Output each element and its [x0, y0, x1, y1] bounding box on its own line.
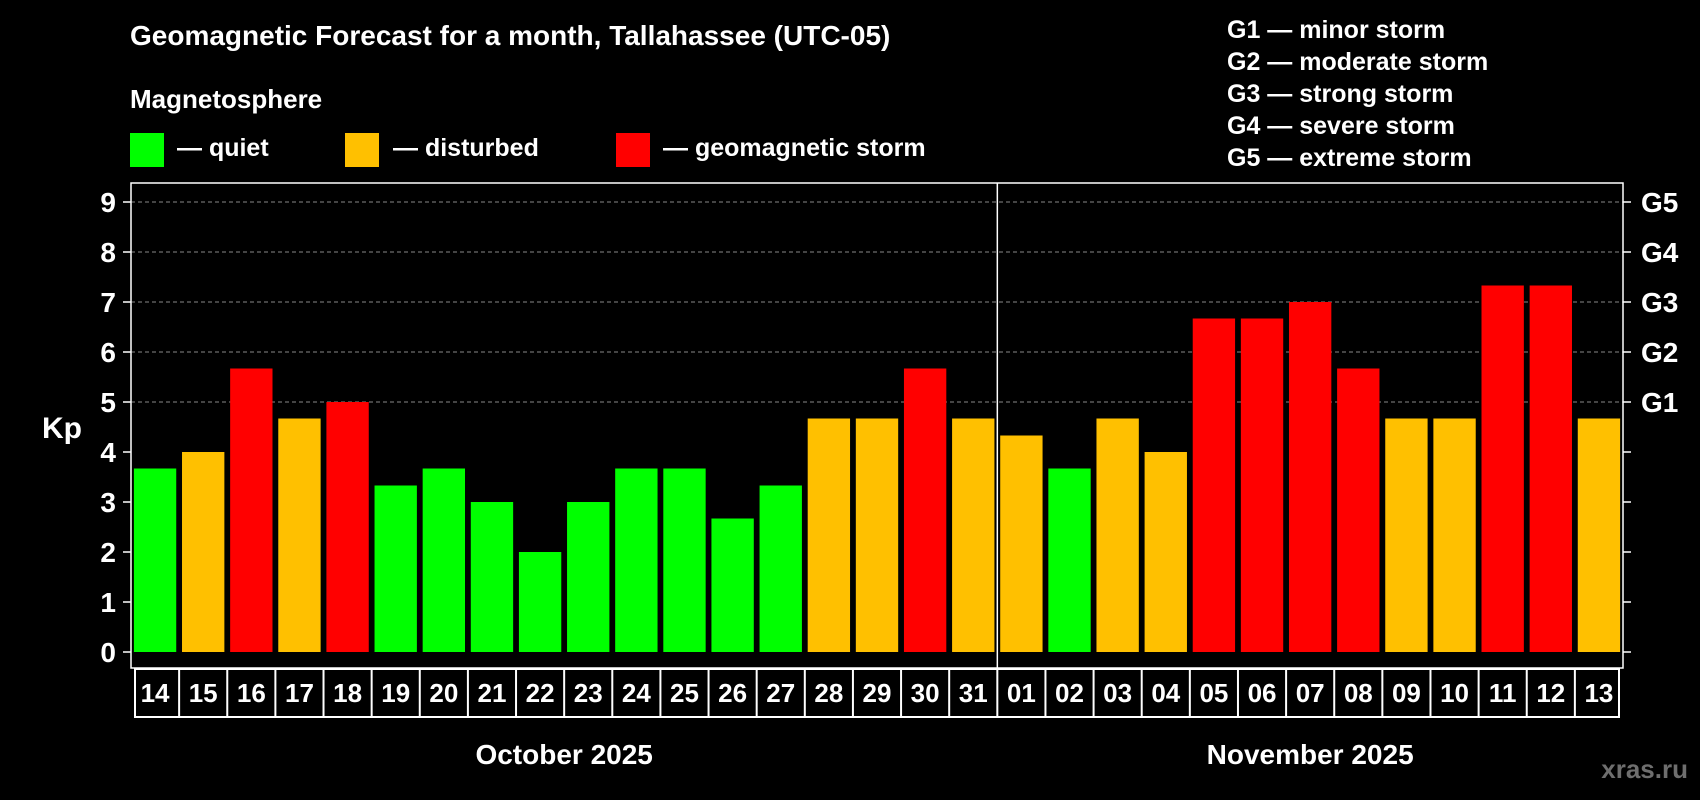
y-tick-label: 7 — [100, 287, 116, 318]
y-tick-label: 1 — [100, 587, 116, 618]
bar-10 — [1433, 418, 1476, 652]
x-tick-label-26: 26 — [718, 678, 747, 708]
x-tick-label-27: 27 — [766, 678, 795, 708]
x-tick-label-09: 09 — [1392, 678, 1421, 708]
month-label-0: October 2025 — [475, 739, 652, 770]
y-tick-label: 2 — [100, 537, 116, 568]
y-tick-label: 8 — [100, 237, 116, 268]
legend-label-disturbed: — disturbed — [393, 134, 539, 162]
bar-28 — [807, 418, 851, 652]
x-tick-label-31: 31 — [959, 678, 988, 708]
bar-03 — [1096, 418, 1139, 652]
bar-01 — [1000, 435, 1043, 652]
legend-swatch-storm — [616, 133, 650, 167]
bar-13 — [1577, 418, 1621, 652]
y-axis-label: Kp — [42, 412, 82, 445]
bar-04 — [1144, 452, 1187, 652]
legend-label-quiet: — quiet — [177, 134, 269, 162]
storm-scale-g4: G4 — severe storm — [1227, 112, 1455, 140]
bar-20 — [422, 468, 466, 652]
bar-30 — [903, 368, 947, 652]
x-tick-label-04: 04 — [1151, 678, 1180, 708]
legend-swatch-quiet — [130, 133, 164, 167]
x-tick-label-03: 03 — [1103, 678, 1132, 708]
x-tick-label-01: 01 — [1007, 678, 1036, 708]
x-tick-label-19: 19 — [381, 678, 410, 708]
bar-31 — [952, 418, 995, 652]
x-tick-label-21: 21 — [478, 678, 507, 708]
date-axis-box — [134, 668, 1620, 718]
month-label-1: November 2025 — [1207, 739, 1414, 770]
x-tick-label-02: 02 — [1055, 678, 1084, 708]
x-tick-label-30: 30 — [911, 678, 940, 708]
x-tick-label-08: 08 — [1344, 678, 1373, 708]
x-tick-label-06: 06 — [1248, 678, 1277, 708]
bar-17 — [278, 418, 321, 652]
y-tick-label: 6 — [100, 337, 116, 368]
bar-15 — [182, 452, 225, 652]
bar-23 — [567, 502, 610, 652]
g-scale-label-g1: G1 — [1641, 387, 1678, 418]
bar-22 — [518, 552, 562, 652]
x-tick-label-20: 20 — [429, 678, 458, 708]
bar-14 — [133, 468, 177, 652]
g-scale-label-g5: G5 — [1641, 187, 1678, 218]
bar-27 — [759, 485, 802, 652]
bar-21 — [470, 502, 514, 652]
x-tick-label-15: 15 — [189, 678, 218, 708]
bar-19 — [374, 485, 417, 652]
bar-25 — [663, 468, 706, 652]
x-tick-label-05: 05 — [1199, 678, 1228, 708]
x-tick-label-16: 16 — [237, 678, 266, 708]
y-tick-label: 5 — [100, 387, 116, 418]
x-tick-label-11: 11 — [1489, 678, 1517, 708]
chart-title: Geomagnetic Forecast for a month, Tallah… — [130, 20, 891, 51]
x-tick-label-12: 12 — [1536, 678, 1565, 708]
storm-scale-g5: G5 — extreme storm — [1227, 144, 1472, 172]
y-tick-label: 9 — [100, 187, 116, 218]
watermark: xras.ru — [1601, 754, 1688, 784]
x-tick-label-25: 25 — [670, 678, 699, 708]
storm-scale-g2: G2 — moderate storm — [1227, 48, 1489, 76]
y-tick-label: 0 — [100, 637, 116, 668]
x-tick-label-13: 13 — [1584, 678, 1613, 708]
x-tick-label-14: 14 — [141, 678, 170, 708]
x-tick-label-28: 28 — [814, 678, 843, 708]
g-scale-label-g3: G3 — [1641, 287, 1678, 318]
y-tick-label: 3 — [100, 487, 116, 518]
storm-scale-g1: G1 — minor storm — [1227, 16, 1446, 44]
bar-06 — [1240, 318, 1284, 652]
storm-scale-g3: G3 — strong storm — [1227, 80, 1454, 108]
x-tick-label-24: 24 — [622, 678, 651, 708]
x-tick-label-10: 10 — [1440, 678, 1469, 708]
bar-24 — [615, 468, 658, 652]
x-tick-label-23: 23 — [574, 678, 603, 708]
g-scale-label-g4: G4 — [1641, 237, 1679, 268]
bar-02 — [1048, 468, 1091, 652]
x-tick-label-17: 17 — [285, 678, 314, 708]
legend-label-storm: — geomagnetic storm — [663, 134, 926, 162]
bar-08 — [1337, 368, 1380, 652]
x-tick-label-18: 18 — [333, 678, 362, 708]
magnetosphere-label: Magnetosphere — [130, 84, 323, 114]
bar-18 — [326, 402, 369, 652]
bar-09 — [1385, 418, 1428, 652]
storm-scale-legend: G1 — minor storm G2 — moderate storm G3 … — [1227, 14, 1488, 174]
y-tick-label: 4 — [100, 437, 116, 468]
bar-07 — [1288, 302, 1332, 652]
g-scale-label-g2: G2 — [1641, 337, 1678, 368]
bar-16 — [230, 368, 273, 652]
bar-05 — [1192, 318, 1236, 652]
bar-26 — [711, 518, 754, 652]
legend-swatch-disturbed — [345, 133, 379, 167]
bar-11 — [1481, 285, 1524, 652]
x-tick-label-29: 29 — [863, 678, 892, 708]
x-tick-label-07: 07 — [1296, 678, 1325, 708]
bar-29 — [855, 418, 899, 652]
bar-12 — [1529, 285, 1572, 652]
x-tick-label-22: 22 — [526, 678, 555, 708]
